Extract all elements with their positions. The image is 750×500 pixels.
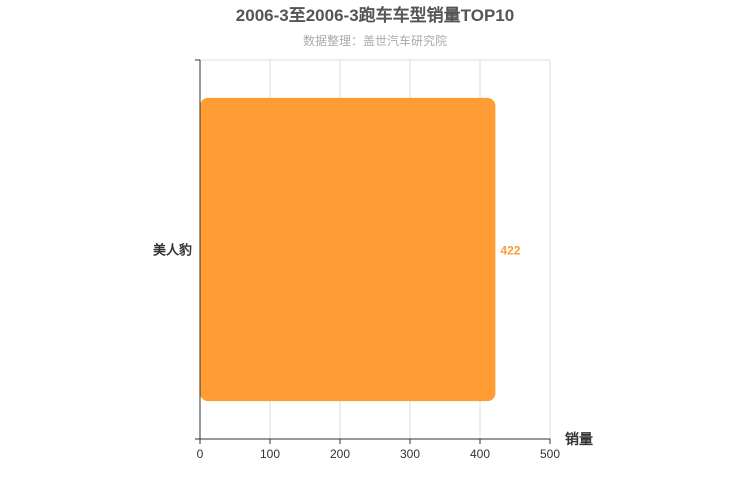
x-tick-label: 0 <box>197 447 204 461</box>
x-tick-label: 500 <box>540 447 560 461</box>
x-tick-label: 100 <box>260 447 280 461</box>
category-label: 美人豹 <box>153 243 192 258</box>
chart-subtitle: 数据整理：盖世汽车研究院 <box>303 33 447 48</box>
x-tick-label: 400 <box>470 447 490 461</box>
x-axis-name: 销量 <box>565 431 593 447</box>
data-label: 422 <box>500 244 520 258</box>
x-tick-label: 200 <box>330 447 350 461</box>
chart-title: 2006-3至2006-3跑车车型销量TOP10 <box>236 5 514 25</box>
bar <box>200 97 496 402</box>
x-tick-label: 300 <box>400 447 420 461</box>
bars <box>200 97 496 402</box>
category-labels: 美人豹 <box>153 243 192 258</box>
data-labels: 422 <box>500 244 520 258</box>
x-tick-labels: 0 100 200 300 400 500 <box>197 447 561 461</box>
axes <box>195 59 551 444</box>
